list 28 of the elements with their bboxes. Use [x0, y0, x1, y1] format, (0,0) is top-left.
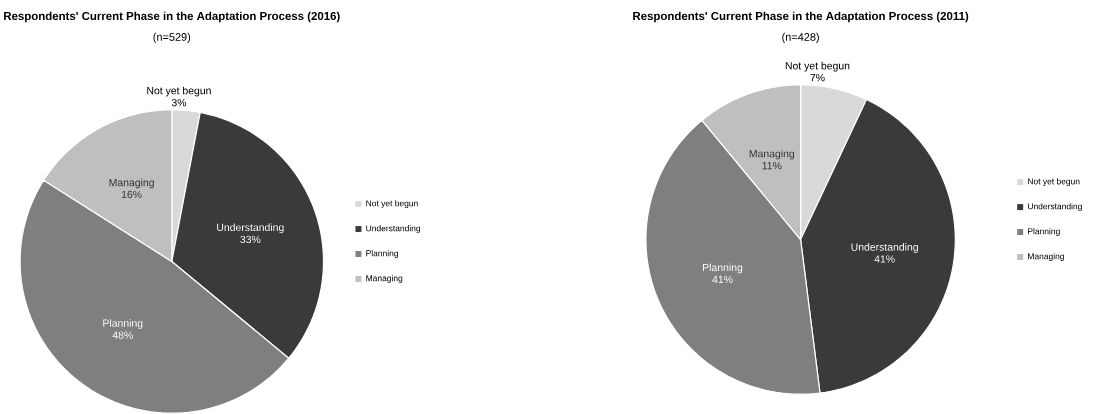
slice-label: Understanding — [851, 243, 918, 253]
slice-label: Not yet begun — [785, 61, 850, 72]
slice-label: Not yet begun — [147, 86, 211, 97]
slice-label: Managing — [109, 178, 154, 189]
slice-label: Managing — [749, 149, 795, 160]
data-label: 7% — [810, 74, 825, 82]
data-label: 11% — [762, 162, 782, 170]
data-label: 16% — [121, 190, 142, 199]
chart-title: Respondents' Current Phase in the Adaptation Process (2016) — [4, 11, 340, 23]
data-label: 41% — [712, 275, 733, 284]
legend-label: Not yet begun — [366, 200, 418, 209]
legend-label: Planning — [366, 250, 398, 259]
chart-subtitle: (n=529) — [153, 32, 191, 44]
data-label: 33% — [240, 235, 261, 244]
legend-label: Planning — [1028, 228, 1060, 237]
legend-label: Managing — [366, 275, 403, 283]
data-label: 3% — [171, 98, 187, 107]
data-label: 48% — [112, 331, 133, 339]
slice-label: Understanding — [217, 223, 284, 234]
legend-label: Managing — [1028, 253, 1064, 262]
data-label: 41% — [874, 255, 895, 263]
legend-label: Understanding — [1028, 203, 1082, 212]
slice-label: Planning — [703, 263, 743, 274]
chart-subtitle: (n=428) — [782, 32, 819, 44]
legend-label: Understanding — [366, 225, 421, 234]
legend-label: Not yet begun — [1028, 178, 1080, 187]
slice-label: Planning — [103, 319, 143, 330]
chart-title: Respondents' Current Phase in the Adaptation Process (2011) — [633, 11, 969, 23]
